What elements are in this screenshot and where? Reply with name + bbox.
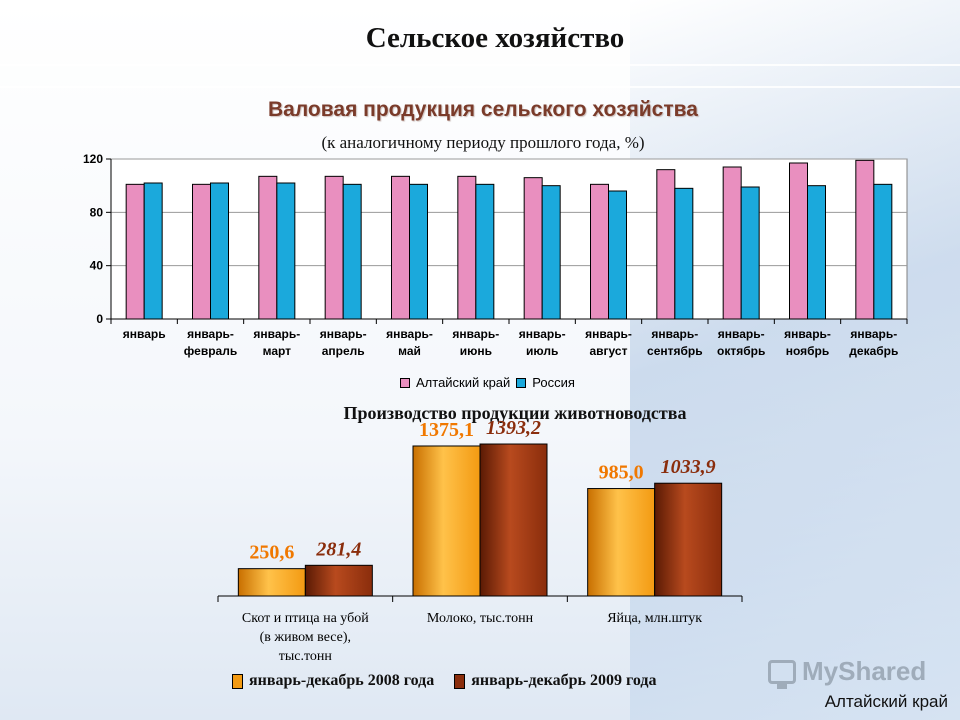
bar-russia (143, 182, 163, 320)
data-label: 1393,2 (486, 417, 541, 439)
x-tick-label: июнь (460, 344, 492, 358)
x-tick-label: январь- (253, 327, 300, 341)
x-tick-label: тыс.тонн (279, 649, 333, 664)
y-tick-label: 80 (90, 205, 104, 219)
x-tick-label: апрель (322, 344, 365, 358)
data-label: 985,0 (599, 462, 644, 484)
x-tick-label: январь (123, 327, 166, 341)
bar-2008 (412, 445, 481, 597)
bar-2008 (237, 568, 306, 597)
legend-swatch-2008 (232, 673, 243, 689)
x-tick-label: январь- (386, 327, 433, 341)
data-label: 250,6 (249, 542, 294, 564)
x-tick-label: июль (526, 344, 558, 358)
x-tick-label: январь- (585, 327, 632, 341)
bar-russia (409, 183, 428, 320)
legend-label-russia: Россия (532, 375, 575, 390)
x-tick-label: январь- (519, 327, 566, 341)
data-label: 1375,1 (419, 419, 474, 441)
bar-russia (740, 186, 760, 320)
bar-russia (541, 185, 561, 320)
decorative-line (0, 64, 960, 66)
bar-russia (475, 183, 495, 320)
legend-swatch-2009 (454, 673, 466, 689)
chart2-title: Производство продукции животноводства (343, 403, 687, 423)
bar-russia (608, 190, 627, 320)
page-title: Сельское хозяйство (365, 22, 625, 54)
x-tick-label: май (398, 344, 421, 358)
chart1-title: Валовая продукция сельского хозяйства (268, 98, 698, 121)
bar-russia (674, 187, 694, 320)
x-tick-label: февраль (184, 344, 237, 358)
x-tick-label: октябрь (717, 344, 765, 358)
bar-2009 (479, 443, 548, 597)
legend-label-2009: январь-декабрь 2009 года (471, 672, 657, 689)
x-tick-label: Скот и птица на убой (242, 611, 369, 626)
chart1-legend: Алтайский край Россия (400, 375, 575, 390)
x-tick-label: январь- (850, 327, 897, 341)
watermark: MyShared (768, 656, 927, 689)
monitor-icon (768, 659, 796, 689)
x-tick-label: (в живом весе), (260, 630, 351, 645)
legend-swatch-altai (400, 377, 410, 388)
bar-russia (807, 185, 826, 320)
x-tick-label: январь- (452, 327, 499, 341)
y-tick-label: 120 (83, 152, 103, 166)
bar-russia (210, 182, 229, 320)
bar-russia (873, 183, 893, 320)
legend-label-altai: Алтайский край (416, 375, 511, 390)
chart2-legend: январь-декабрь 2008 года январь-декабрь … (232, 672, 656, 690)
bar-russia (276, 182, 296, 320)
legend-swatch-russia (516, 377, 527, 388)
x-tick-label: январь- (320, 327, 367, 341)
bar-2009 (654, 482, 723, 597)
x-tick-label: январь- (784, 327, 831, 341)
data-label: 281,4 (315, 538, 361, 560)
y-tick-label: 0 (96, 312, 103, 326)
x-tick-label: март (263, 344, 292, 358)
x-tick-label: сентябрь (647, 344, 703, 358)
x-tick-label: январь- (187, 327, 234, 341)
bar-russia (342, 183, 362, 320)
legend-label-2008: январь-декабрь 2008 года (249, 672, 435, 689)
x-tick-label: Молоко, тыс.тонн (427, 611, 534, 626)
x-tick-label: январь- (718, 327, 765, 341)
x-tick-label: январь- (651, 327, 698, 341)
x-tick-label: декабрь (849, 344, 898, 358)
x-tick-label: август (590, 344, 628, 358)
x-tick-label: ноябрь (786, 344, 830, 358)
bar-2009 (304, 564, 373, 597)
region-label: Алтайский край (824, 692, 948, 711)
watermark-text: MyShared (802, 656, 927, 686)
bar-2008 (587, 488, 656, 597)
chart1-subtitle: (к аналогичному периоду прошлого года, %… (321, 133, 645, 152)
data-label: 1033,9 (661, 456, 716, 478)
y-tick-label: 40 (90, 259, 104, 273)
decorative-line (0, 86, 960, 88)
x-tick-label: Яйца, млн.штук (607, 611, 702, 626)
